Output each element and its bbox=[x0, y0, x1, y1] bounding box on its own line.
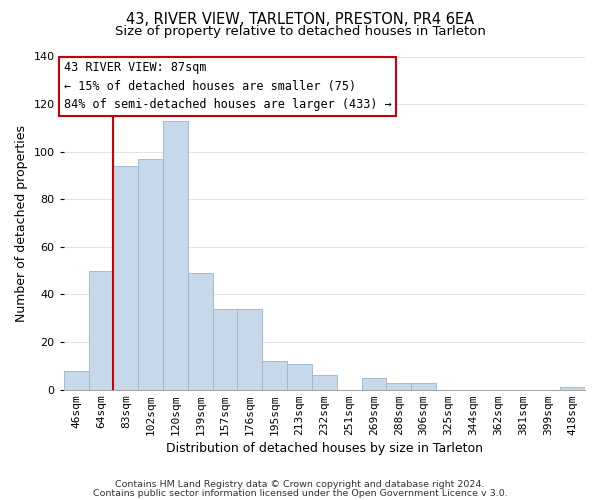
Bar bbox=[287, 364, 312, 390]
Text: Size of property relative to detached houses in Tarleton: Size of property relative to detached ho… bbox=[115, 25, 485, 38]
Bar bbox=[113, 166, 138, 390]
Bar bbox=[238, 309, 262, 390]
Bar bbox=[212, 309, 238, 390]
X-axis label: Distribution of detached houses by size in Tarleton: Distribution of detached houses by size … bbox=[166, 442, 483, 455]
Bar bbox=[386, 382, 411, 390]
Bar bbox=[411, 382, 436, 390]
Bar bbox=[188, 273, 212, 390]
Bar bbox=[64, 370, 89, 390]
Text: Contains HM Land Registry data © Crown copyright and database right 2024.: Contains HM Land Registry data © Crown c… bbox=[115, 480, 485, 489]
Text: 43, RIVER VIEW, TARLETON, PRESTON, PR4 6EA: 43, RIVER VIEW, TARLETON, PRESTON, PR4 6… bbox=[126, 12, 474, 28]
Bar bbox=[89, 270, 113, 390]
Y-axis label: Number of detached properties: Number of detached properties bbox=[15, 124, 28, 322]
Bar bbox=[560, 388, 585, 390]
Text: Contains public sector information licensed under the Open Government Licence v : Contains public sector information licen… bbox=[92, 489, 508, 498]
Bar bbox=[312, 376, 337, 390]
Text: 43 RIVER VIEW: 87sqm
← 15% of detached houses are smaller (75)
84% of semi-detac: 43 RIVER VIEW: 87sqm ← 15% of detached h… bbox=[64, 62, 391, 112]
Bar bbox=[138, 159, 163, 390]
Bar bbox=[163, 121, 188, 390]
Bar bbox=[362, 378, 386, 390]
Bar bbox=[262, 361, 287, 390]
